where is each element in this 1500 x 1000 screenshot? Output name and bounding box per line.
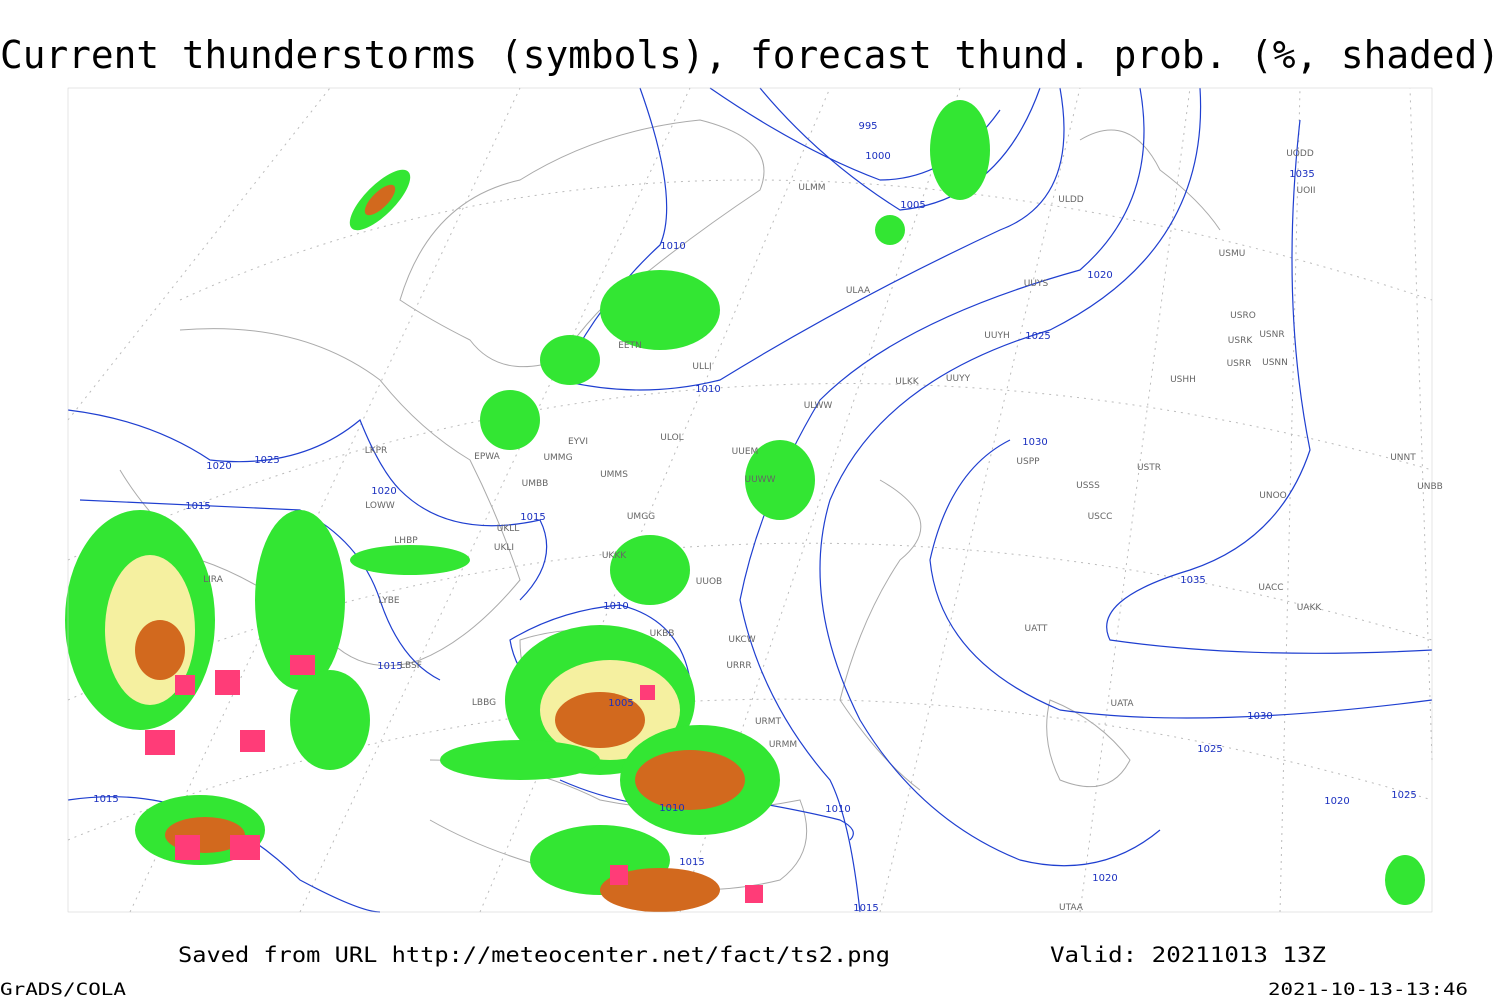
station-label: LIRA <box>203 575 224 585</box>
station-label: USCC <box>1088 512 1113 522</box>
station-label: EETN <box>618 341 642 351</box>
station-label: UMBB <box>522 479 549 489</box>
station-label: UNOO <box>1259 491 1287 501</box>
station-label: UUYS <box>1024 279 1049 289</box>
isobar-label: 1035 <box>1180 575 1205 586</box>
station-label: UKKK <box>602 551 627 561</box>
isobar-label: 1035 <box>1289 169 1314 180</box>
isobar-label: 1010 <box>660 241 685 252</box>
station-label: LKPR <box>365 446 388 456</box>
station-label: URMT <box>755 717 782 727</box>
station-label: UATA <box>1110 699 1134 709</box>
station-label: EYVI <box>568 437 588 447</box>
station-label: LHBP <box>394 536 418 546</box>
software: GrADS/COLA <box>0 980 126 1000</box>
isobar-label: 1025 <box>1197 744 1222 755</box>
station-label: USHH <box>1170 375 1196 385</box>
isobar-label: 1010 <box>695 384 720 395</box>
station-label: UATT <box>1025 624 1048 634</box>
isobar-label: 1025 <box>254 455 279 466</box>
station-label: UUWW <box>745 475 776 485</box>
isobar-label: 1025 <box>1391 790 1416 801</box>
thunderstorm-symbols <box>145 655 763 903</box>
station-label: ULKK <box>895 377 920 387</box>
isobar-label: 1015 <box>185 501 210 512</box>
isobar-label: 1015 <box>93 794 118 805</box>
station-label: ULAA <box>846 286 871 296</box>
station-label: UTAA <box>1059 903 1084 913</box>
station-label: USTR <box>1137 463 1161 473</box>
station-label: USRO <box>1230 311 1256 321</box>
isobar-label: 1010 <box>825 804 850 815</box>
source-url: Saved from URL http://meteocenter.net/fa… <box>178 943 890 967</box>
isobar-label: 1020 <box>1087 270 1112 281</box>
timestamp: 2021-10-13-13:46 <box>1268 980 1468 1000</box>
station-label: UUYY <box>946 374 971 384</box>
station-label: EPWA <box>474 452 501 462</box>
isobar-label: 1010 <box>603 601 628 612</box>
station-label: UUYH <box>984 331 1009 341</box>
isobar-label: 1005 <box>900 200 925 211</box>
isobar-label: 1000 <box>865 151 890 162</box>
station-label: UKLI <box>494 543 514 553</box>
station-label: ULMM <box>798 183 825 193</box>
isobar-label: 1015 <box>679 857 704 868</box>
graticule <box>67 87 1433 913</box>
station-label: UODD <box>1286 149 1314 159</box>
station-label: UKBB <box>650 629 675 639</box>
station-label: USPP <box>1016 457 1040 467</box>
station-label: LOWW <box>365 501 395 511</box>
station-label: UOII <box>1297 186 1316 196</box>
isobar-label: 1020 <box>371 486 396 497</box>
isobar-label: 1025 <box>1025 331 1050 342</box>
station-label: LYBE <box>378 596 399 606</box>
station-label: UAKK <box>1297 603 1323 613</box>
isobar-label: 995 <box>858 121 877 132</box>
isobar-label: 1020 <box>1092 873 1117 884</box>
station-label: UUOB <box>696 577 722 587</box>
station-label: ULDD <box>1058 195 1084 205</box>
isobar-label: 1030 <box>1247 711 1272 722</box>
isobar-label: 1010 <box>659 803 684 814</box>
station-label: UMMG <box>543 453 572 463</box>
station-label: ULLI <box>692 362 711 372</box>
isobar-label: 1020 <box>1324 796 1349 807</box>
station-label: USRK <box>1228 336 1254 346</box>
station-label: UACC <box>1258 583 1283 593</box>
isobar-label: 1030 <box>1022 437 1047 448</box>
station-label: UUEM <box>732 447 759 457</box>
station-label: UKCW <box>728 635 755 645</box>
station-label: UKLL <box>497 524 520 534</box>
station-label: UNBB <box>1417 482 1443 492</box>
isobar-label: 1005 <box>608 698 633 709</box>
station-label: USNR <box>1259 330 1284 340</box>
station-label: URMM <box>769 740 797 750</box>
station-label: USNN <box>1262 358 1288 368</box>
station-label: LBBG <box>472 698 496 708</box>
station-label: USMU <box>1219 249 1246 259</box>
station-label: USRR <box>1227 359 1252 369</box>
station-label: USSS <box>1076 481 1100 491</box>
station-label: UMGG <box>627 512 655 522</box>
station-label: ULOL <box>660 433 683 443</box>
isobar-label: 1015 <box>377 661 402 672</box>
isobar-label: 1015 <box>520 512 545 523</box>
station-label: ULWW <box>804 401 833 411</box>
isobar-label: 1020 <box>206 461 231 472</box>
station-label: LBSF <box>400 661 422 671</box>
valid-time: Valid: 20211013 13Z <box>1050 943 1326 967</box>
station-label: UMMS <box>600 470 628 480</box>
title: Current thunderstorms (symbols), forecas… <box>0 33 1500 77</box>
station-label: UNNT <box>1390 453 1416 463</box>
map-frame <box>67 87 1433 913</box>
station-label: URRR <box>726 661 751 671</box>
isobar-label: 1015 <box>853 903 878 914</box>
